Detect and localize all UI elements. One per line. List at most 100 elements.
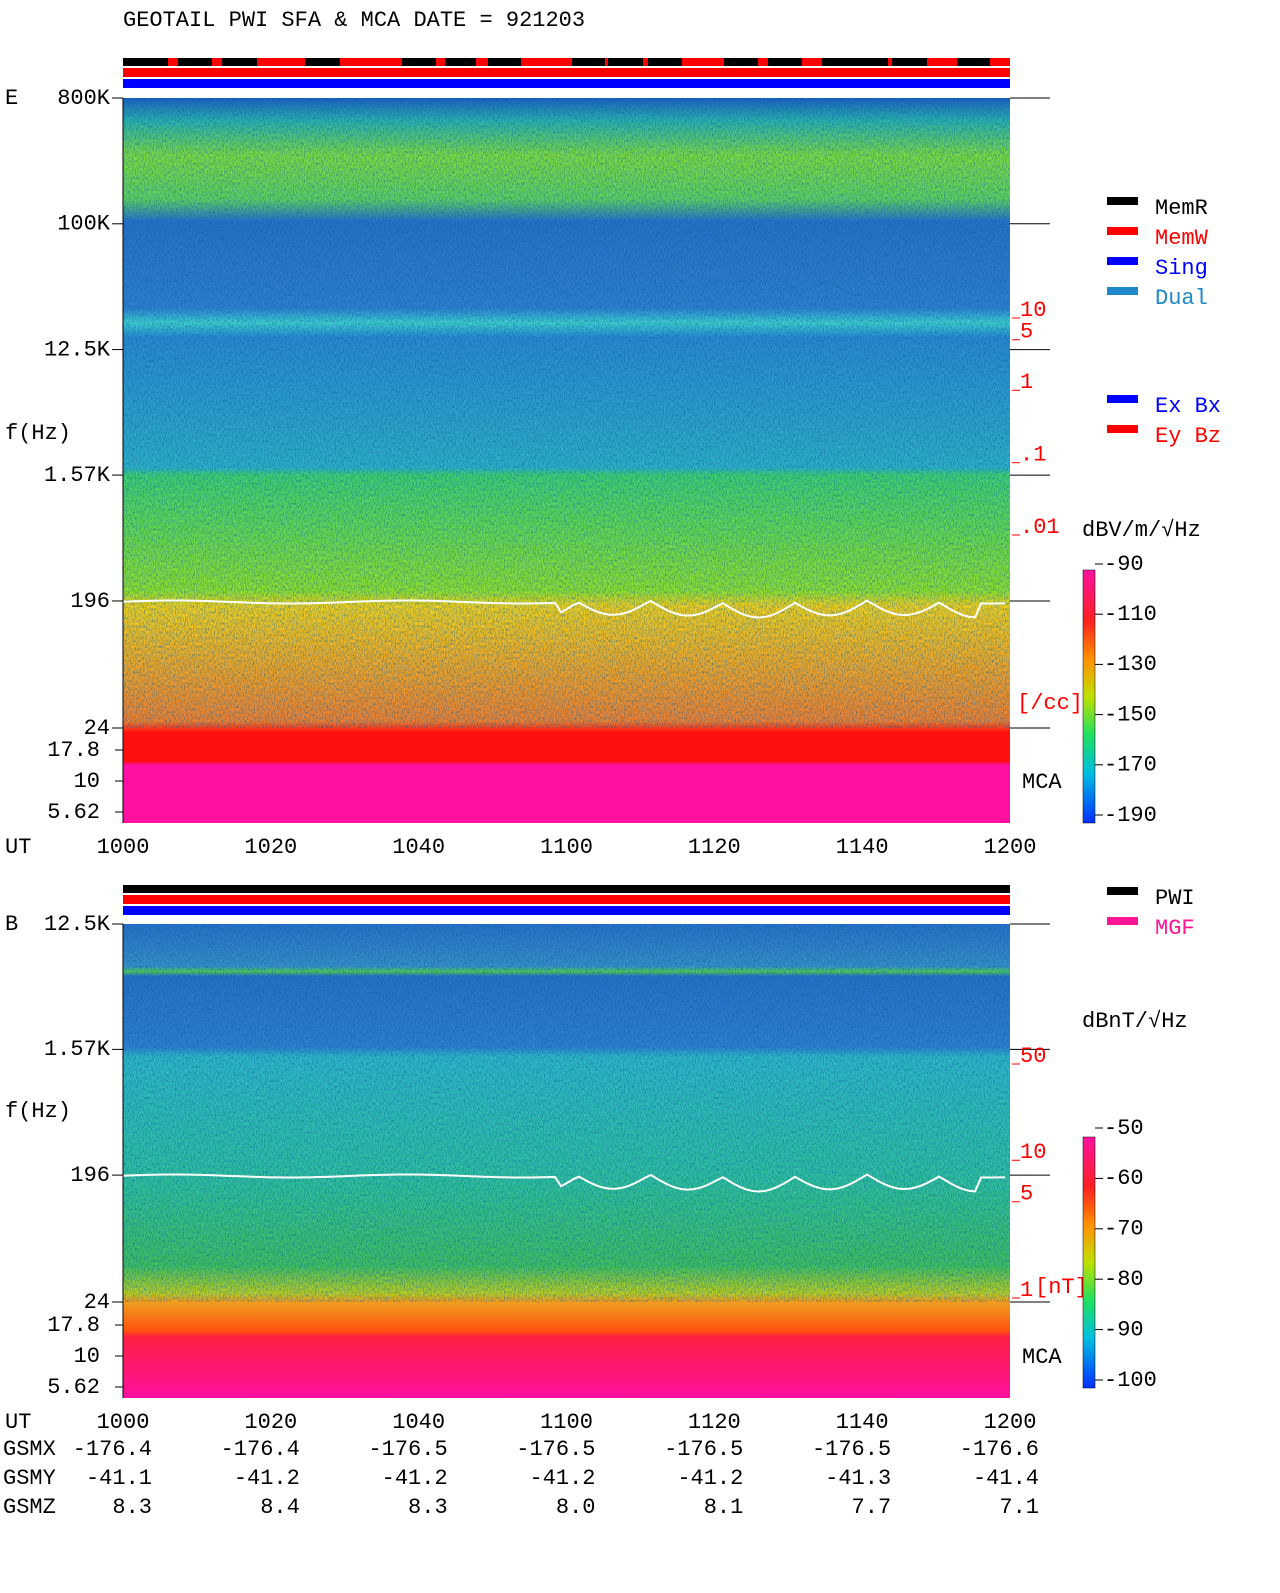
status-segment xyxy=(257,58,305,66)
status-segment xyxy=(212,58,222,66)
spectrogram-noise xyxy=(123,98,1010,728)
ephemeris-value: 8.0 xyxy=(556,1495,596,1520)
y-axis-label: f(Hz) xyxy=(5,421,71,446)
x-tick-label: 1120 xyxy=(688,835,741,860)
status-segment xyxy=(927,58,957,66)
y-tick-label: 24 xyxy=(84,716,110,741)
mca-tick-label: 5.62 xyxy=(47,1375,100,1400)
legend-label: MemW xyxy=(1155,226,1209,251)
ephemeris-value: -41.2 xyxy=(234,1466,300,1491)
ephemeris-value: 8.3 xyxy=(112,1495,152,1520)
y2-tick-label: 5 xyxy=(1020,1182,1033,1207)
ephemeris-value: -176.5 xyxy=(664,1437,743,1462)
ephemeris-value: -176.6 xyxy=(960,1437,1039,1462)
legend-swatch xyxy=(1107,395,1138,403)
ephemeris-value: -176.4 xyxy=(73,1437,152,1462)
y2-tick-label: 50 xyxy=(1020,1044,1046,1069)
ephemeris-value: -176.5 xyxy=(368,1437,447,1462)
y2-tick-label: 10 xyxy=(1020,298,1046,323)
y-tick-label: 12.5K xyxy=(44,912,111,937)
ephemeris-value: -41.2 xyxy=(677,1466,743,1491)
colorbar-tick-label: -50 xyxy=(1104,1116,1144,1141)
y-tick-label: 100K xyxy=(57,212,111,237)
y-tick-label: 800K xyxy=(57,86,111,111)
mca-tick-label: 17.8 xyxy=(47,738,100,763)
status-segment xyxy=(436,58,445,66)
colorbar-tick-label: -110 xyxy=(1104,602,1157,627)
x-tick-label: 1100 xyxy=(540,835,593,860)
legend-swatch xyxy=(1107,227,1138,235)
status-bar xyxy=(123,79,1010,88)
status-segment xyxy=(802,58,822,66)
colorbar-tick-label: -70 xyxy=(1104,1217,1144,1242)
legend-swatch xyxy=(1107,425,1138,433)
component-label: B xyxy=(5,912,18,937)
status-segment xyxy=(643,58,648,66)
mca-tick-label: 10 xyxy=(74,769,100,794)
mca-tick-label: 5.62 xyxy=(47,800,100,825)
status-segment xyxy=(521,58,572,66)
mca-label: MCA xyxy=(1022,770,1062,795)
ephemeris-value: -176.5 xyxy=(812,1437,891,1462)
y-tick-label: 12.5K xyxy=(44,337,111,362)
ephemeris-value: 8.1 xyxy=(704,1495,744,1520)
status-bar xyxy=(123,895,1010,904)
ephemeris-value: -176.4 xyxy=(221,1437,300,1462)
ephemeris-value: -176.5 xyxy=(516,1437,595,1462)
legend-label: Sing xyxy=(1155,256,1208,281)
status-segment xyxy=(990,58,1010,66)
plasma-line xyxy=(122,1173,1006,1193)
x-tick-label: 1100 xyxy=(540,1410,593,1435)
status-bar xyxy=(123,885,1010,893)
colorbar-tick-label: -190 xyxy=(1104,803,1157,828)
x-tick-label: 1200 xyxy=(984,1410,1037,1435)
ephemeris-label: GSMX xyxy=(3,1437,56,1462)
y2-tick-label: 5 xyxy=(1020,320,1033,345)
mca-label: MCA xyxy=(1022,1345,1062,1370)
spectrogram-noise xyxy=(123,924,1010,1302)
plasma-line xyxy=(122,599,1006,619)
legend-swatch xyxy=(1107,197,1138,205)
x-tick-label: 1020 xyxy=(244,1410,297,1435)
status-segment xyxy=(476,58,488,66)
ephemeris-value: -41.1 xyxy=(86,1466,152,1491)
colorbar-tick-label: -170 xyxy=(1104,753,1157,778)
ephemeris-value: -41.4 xyxy=(973,1466,1039,1491)
ephemeris-value: 7.1 xyxy=(999,1495,1039,1520)
status-bar xyxy=(123,906,1010,915)
y2-tick-label: .1 xyxy=(1020,442,1046,467)
legend-label: Ex Bx xyxy=(1155,394,1221,419)
ephemeris-value: -41.2 xyxy=(529,1466,595,1491)
x-tick-label: 1140 xyxy=(836,835,889,860)
ephemeris-value: 7.7 xyxy=(852,1495,892,1520)
ephemeris-label: GSMZ xyxy=(3,1495,56,1520)
y-tick-label: 24 xyxy=(84,1290,110,1315)
legend-label: Ey Bz xyxy=(1155,424,1221,449)
status-segment xyxy=(682,58,724,66)
y-tick-label: 196 xyxy=(70,1163,110,1188)
colorbar-tick-label: -80 xyxy=(1104,1267,1144,1292)
x-tick-label: 1040 xyxy=(392,835,445,860)
status-bar xyxy=(123,68,1010,77)
colorbar-label: dBV/m/√Hz xyxy=(1082,518,1201,543)
title: GEOTAIL PWI SFA & MCA DATE = 921203 xyxy=(123,8,585,33)
x-tick-label: 1000 xyxy=(97,835,150,860)
y-tick-label: 196 xyxy=(70,589,110,614)
y2-axis-label: [/cc] xyxy=(1017,691,1083,716)
x-tick-label: 1000 xyxy=(97,1410,150,1435)
colorbar-label: dBnT/√Hz xyxy=(1082,1009,1188,1034)
status-segment xyxy=(888,58,892,66)
y-axis-label: f(Hz) xyxy=(5,1099,71,1124)
colorbar-tick-label: -150 xyxy=(1104,702,1157,727)
x-axis-label: UT xyxy=(5,1410,31,1435)
mca-tick-label: 17.8 xyxy=(47,1313,100,1338)
legend-swatch xyxy=(1107,287,1138,295)
legend-swatch xyxy=(1107,257,1138,265)
colorbar-tick-label: -100 xyxy=(1104,1368,1157,1393)
y2-axis-label: [nT] xyxy=(1035,1275,1088,1300)
y2-tick-label: 1 xyxy=(1020,370,1033,395)
colorbar xyxy=(1082,1136,1096,1389)
status-segment xyxy=(605,58,608,66)
